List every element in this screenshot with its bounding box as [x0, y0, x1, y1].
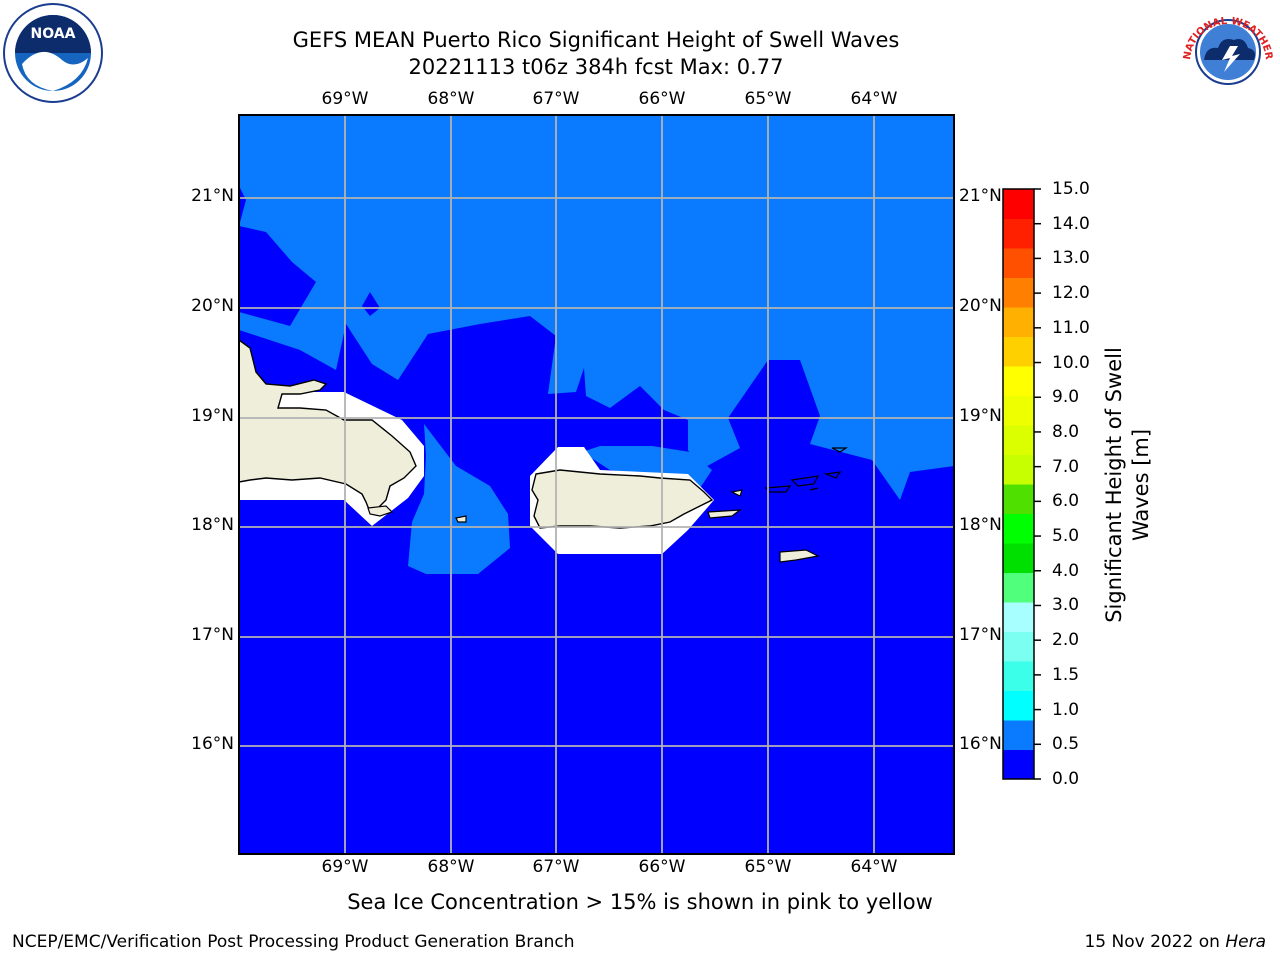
colorbar-tick-label: 6.0 [1052, 491, 1080, 512]
colorbar-swatch [1003, 513, 1034, 544]
puerto-rico-land [531, 469, 714, 529]
colorbar-swatch [1003, 484, 1034, 514]
lat-label-left: 19°N [191, 406, 234, 426]
colorbar-swatch [1003, 690, 1034, 721]
lon-label-top: 68°W [427, 89, 475, 109]
virgin-islands [764, 447, 848, 493]
colorbar-swatch [1003, 218, 1034, 249]
colorbar-frame [1002, 188, 1035, 780]
lon-label-bottom: 67°W [532, 857, 580, 877]
colorbar-swatch [1003, 543, 1034, 573]
lat-label-left: 17°N [191, 625, 234, 645]
lon-label-bottom: 69°W [321, 857, 369, 877]
lat-label-right: 16°N [959, 734, 1002, 754]
lat-label-right: 18°N [959, 515, 1002, 535]
colorbar-tick-label: 14.0 [1052, 213, 1090, 234]
swell-light-tongue [408, 424, 510, 574]
colorbar-tick-label: 4.0 [1052, 560, 1080, 581]
lat-label-left: 20°N [191, 296, 234, 316]
vieques-island [707, 509, 742, 519]
lat-label-left: 18°N [191, 515, 234, 535]
lat-label-right: 20°N [959, 296, 1002, 316]
colorbar-ticks [1034, 188, 1041, 780]
colorbar-tick-label: 1.5 [1052, 664, 1080, 685]
beata-island [367, 505, 394, 517]
footer-date: 15 Nov 2022 on Hera [1084, 932, 1266, 952]
colorbar [1003, 189, 1034, 780]
colorbar-title-line2: Waves [m] [1129, 428, 1153, 542]
colorbar-swatch [1003, 189, 1034, 219]
colorbar-tick-label: 10.0 [1052, 352, 1090, 373]
colorbar-swatch [1003, 572, 1034, 603]
chart-subtitle: 20221113 t06z 384h fcst Max: 0.77 [408, 55, 784, 79]
lon-label-top: 65°W [744, 89, 792, 109]
colorbar-swatch [1003, 425, 1034, 455]
lon-label-top: 64°W [850, 89, 898, 109]
footer-date-text: 15 Nov 2022 on [1084, 932, 1226, 952]
sea-ice-caption: Sea Ice Concentration > 15% is shown in … [347, 890, 933, 914]
colorbar-swatch [1003, 631, 1034, 662]
colorbar-swatch [1003, 336, 1034, 367]
lat-label-right: 21°N [959, 186, 1002, 206]
footer-branch: NCEP/EMC/Verification Post Processing Pr… [12, 932, 575, 952]
lon-label-top: 69°W [321, 89, 369, 109]
culebra-island [730, 489, 743, 497]
colorbar-tick-label: 9.0 [1052, 387, 1080, 408]
chart-title: GEFS MEAN Puerto Rico Significant Height… [292, 28, 900, 52]
lat-label-right: 17°N [959, 625, 1002, 645]
map-frame [238, 114, 955, 855]
nws-logo: NATIONAL WEATHER SERVICE [1178, 2, 1276, 100]
colorbar-swatch [1003, 248, 1034, 278]
colorbar-swatch [1003, 307, 1034, 337]
colorbar-swatch [1003, 749, 1034, 780]
colorbar-tick-label: 7.0 [1052, 456, 1080, 477]
lon-label-bottom: 68°W [427, 857, 475, 877]
lon-label-bottom: 65°W [744, 857, 792, 877]
colorbar-tick-label: 0.5 [1052, 734, 1080, 755]
colorbar-tick-label: 15.0 [1052, 179, 1090, 199]
graticule [239, 115, 954, 854]
mona-island [455, 515, 467, 523]
colorbar-tick-label: 1.0 [1052, 699, 1080, 720]
colorbar-swatch [1003, 277, 1034, 308]
st-croix-island [779, 549, 820, 563]
colorbar-tick-label: 5.0 [1052, 526, 1080, 547]
colorbar-swatch [1003, 661, 1034, 691]
lon-label-bottom: 64°W [850, 857, 898, 877]
colorbar-tick-label: 2.0 [1052, 630, 1080, 651]
colorbar-swatch [1003, 454, 1034, 485]
colorbar-title-line1: Significant Height of Swell [1102, 347, 1126, 623]
colorbar-swatch [1003, 602, 1034, 632]
footer-machine: Hera [1225, 932, 1266, 952]
noaa-logo-text: NOAA [31, 26, 76, 42]
colorbar-tick-label: 12.0 [1052, 283, 1090, 304]
colorbar-tick-label: 0.0 [1052, 769, 1080, 789]
lat-label-right: 19°N [959, 406, 1002, 426]
lat-label-left: 16°N [191, 734, 234, 754]
lon-label-top: 67°W [532, 89, 580, 109]
lon-label-top: 66°W [638, 89, 686, 109]
lon-label-bottom: 66°W [638, 857, 686, 877]
colorbar-swatch [1003, 395, 1034, 426]
colorbar-swatch [1003, 720, 1034, 750]
colorbar-tick-label: 11.0 [1052, 317, 1090, 338]
colorbar-title: Significant Height of Swell Waves [m] [1101, 347, 1155, 623]
colorbar-tick-label: 13.0 [1052, 248, 1090, 269]
colorbar-tick-label: 8.0 [1052, 421, 1080, 442]
colorbar-tick-label: 3.0 [1052, 595, 1080, 616]
colorbar-swatch [1003, 366, 1034, 396]
hispaniola-land [238, 338, 417, 513]
lat-label-left: 21°N [191, 186, 234, 206]
noaa-logo: NOAA [3, 3, 103, 103]
swell-light-pocket [582, 446, 712, 488]
